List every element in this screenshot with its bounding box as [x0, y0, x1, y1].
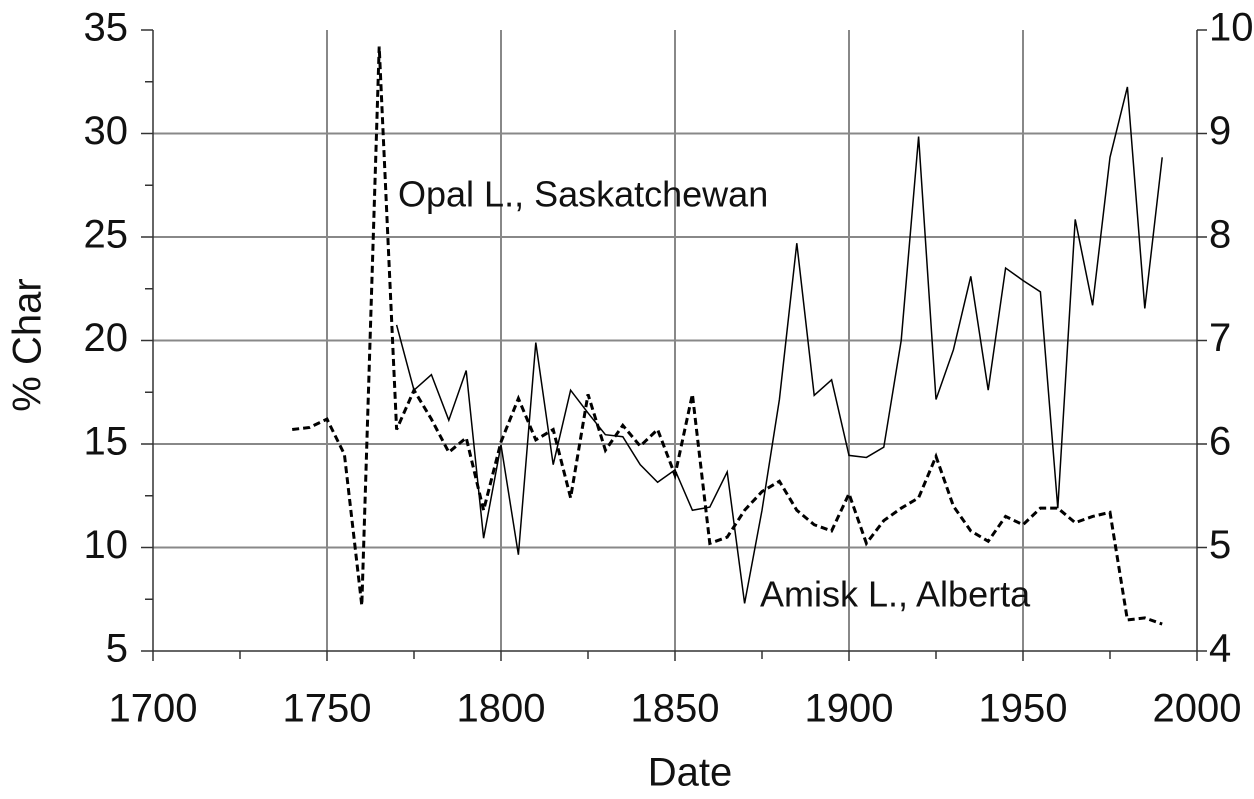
x-tick-label: 1700: [109, 687, 198, 731]
y-tick-label: 5: [106, 627, 128, 671]
y-axis-label: % Char: [6, 278, 50, 411]
series-line: [292, 46, 1163, 626]
x-tick-label: 1800: [457, 687, 546, 731]
y2-tick-label: 10: [1209, 6, 1254, 50]
y2-tick-label: 8: [1209, 213, 1231, 257]
y2-tick-label: 7: [1209, 316, 1231, 360]
y-tick-label: 25: [84, 213, 129, 257]
y-tick-label: 35: [84, 6, 129, 50]
x-tick-label: 1950: [979, 687, 1068, 731]
series-line: [395, 86, 1163, 604]
y-tick-label: 30: [84, 109, 129, 153]
y2-tick-label: 4: [1209, 627, 1231, 671]
y2-tick-label: 6: [1209, 420, 1231, 464]
x-tick-label: 1750: [283, 687, 372, 731]
y-tick-label: 10: [84, 523, 129, 567]
y-tick-label: 15: [84, 420, 129, 464]
x-tick-label: 2000: [1153, 687, 1242, 731]
series-label: Opal L., Saskatchewan: [398, 174, 768, 215]
x-tick-label: 1850: [631, 687, 720, 731]
y2-tick-label: 5: [1209, 523, 1231, 567]
x-axis-label: Date: [648, 751, 733, 795]
y-tick-label: 20: [84, 316, 129, 360]
y2-tick-label: 9: [1209, 109, 1231, 153]
x-tick-label: 1900: [805, 687, 894, 731]
series-label: Amisk L., Alberta: [760, 574, 1031, 615]
